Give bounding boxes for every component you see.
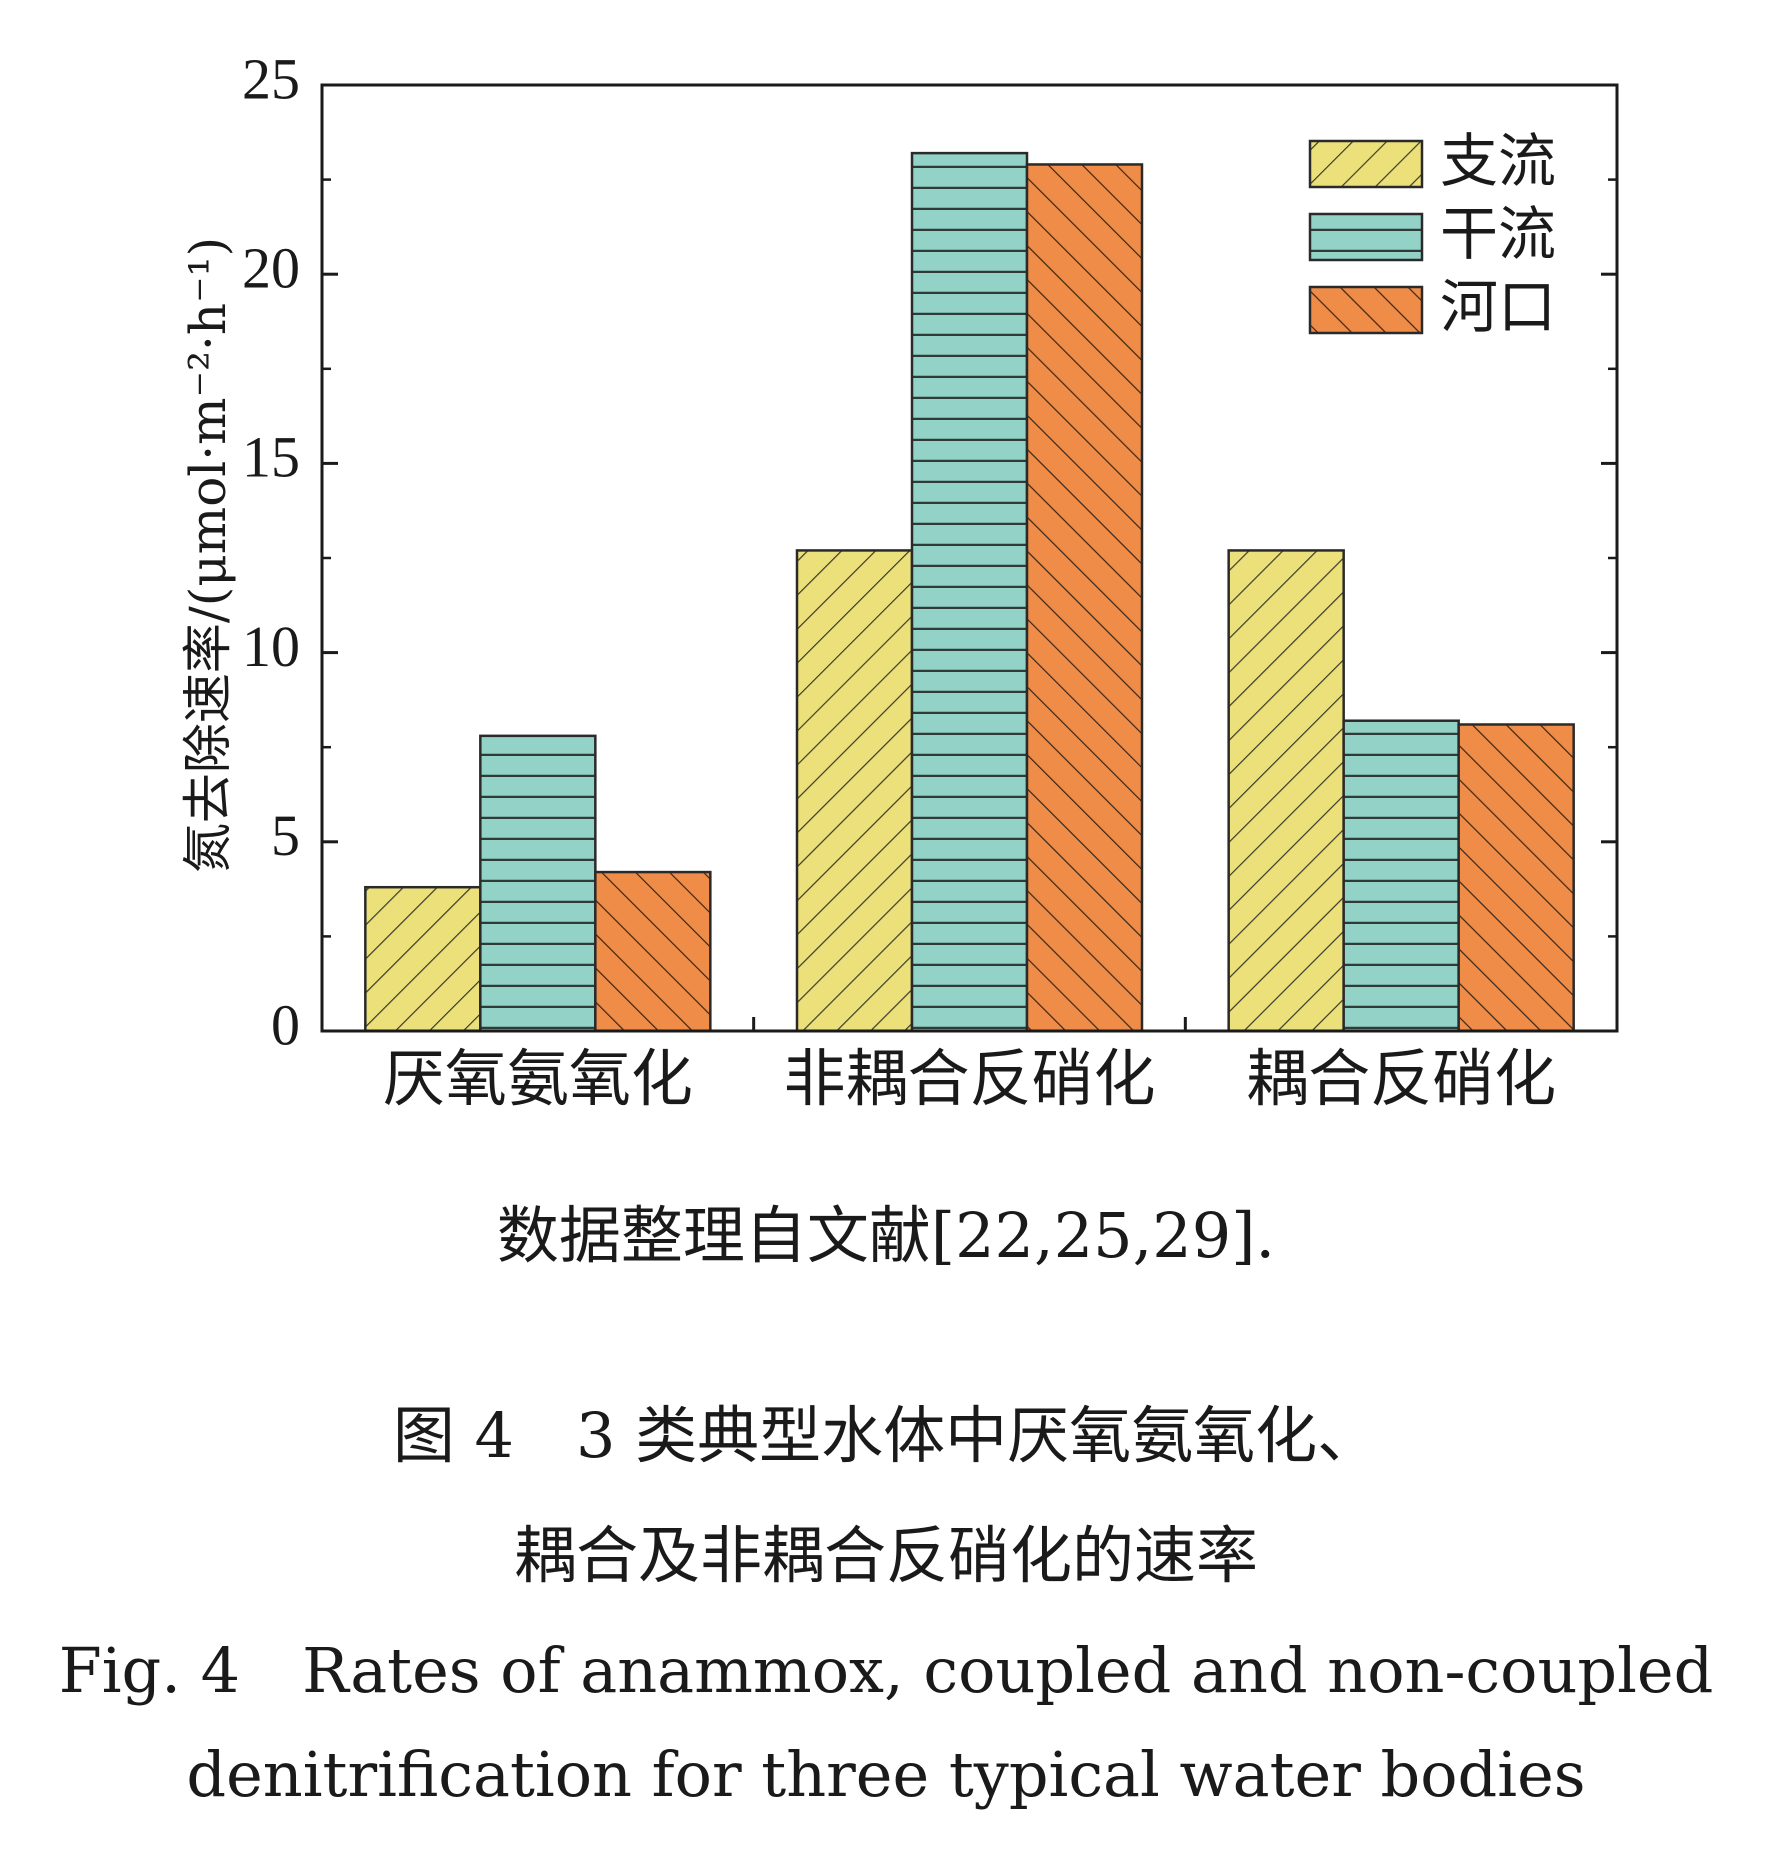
x-category-label: 耦合反硝化	[1246, 1042, 1556, 1115]
y-tick-label: 25	[242, 46, 300, 111]
legend-swatch-2	[1308, 212, 1424, 262]
legend-label-2: 干流	[1440, 200, 1556, 268]
bar-1-3	[594, 870, 712, 1033]
bar-3-1	[1227, 549, 1345, 1033]
bar-2-1	[795, 549, 914, 1033]
y-tick-label: 5	[271, 803, 300, 868]
x-category-label: 厌氧氨氧化	[383, 1042, 693, 1115]
y-axis-label: 氮去除速率/(μmol·m⁻²·h⁻¹)	[179, 237, 237, 873]
bar-1-2	[479, 734, 597, 1033]
x-category-label: 非耦合反硝化	[783, 1042, 1155, 1115]
bar-3-3	[1457, 723, 1575, 1033]
bars-layer	[364, 151, 1575, 1033]
y-tick-label: 20	[242, 236, 300, 301]
figure-caption-en-line2: denitrification for three typical water …	[186, 1738, 1586, 1811]
bar-2-2	[910, 151, 1029, 1033]
bar-3-2	[1342, 719, 1460, 1033]
legend-label-1: 支流	[1440, 127, 1556, 195]
y-tick-label: 15	[242, 425, 300, 490]
legend-swatch-1	[1308, 139, 1424, 189]
source-note: 数据整理自文献[22,25,29].	[496, 1199, 1276, 1272]
legend-label-3: 河口	[1440, 273, 1556, 341]
y-tick-label: 10	[242, 614, 300, 679]
bar-1-1	[364, 885, 482, 1033]
figure-caption-cn-line2: 耦合及非耦合反硝化的速率	[513, 1519, 1258, 1592]
category-labels: 厌氧氨氧化 非耦合反硝化 耦合反硝化	[383, 1042, 1556, 1115]
ticks-layer: 0 5 10 15 20 25	[242, 46, 1617, 1057]
legend-swatch-3	[1308, 285, 1424, 335]
figure-caption-cn-line1: 图 4 3 类典型水体中厌氧氨氧化、	[392, 1399, 1380, 1472]
y-tick-label: 0	[271, 992, 300, 1057]
bar-2-3	[1025, 163, 1144, 1033]
figure-caption-en-line1: Fig. 4 Rates of anammox, coupled and non…	[58, 1634, 1714, 1707]
